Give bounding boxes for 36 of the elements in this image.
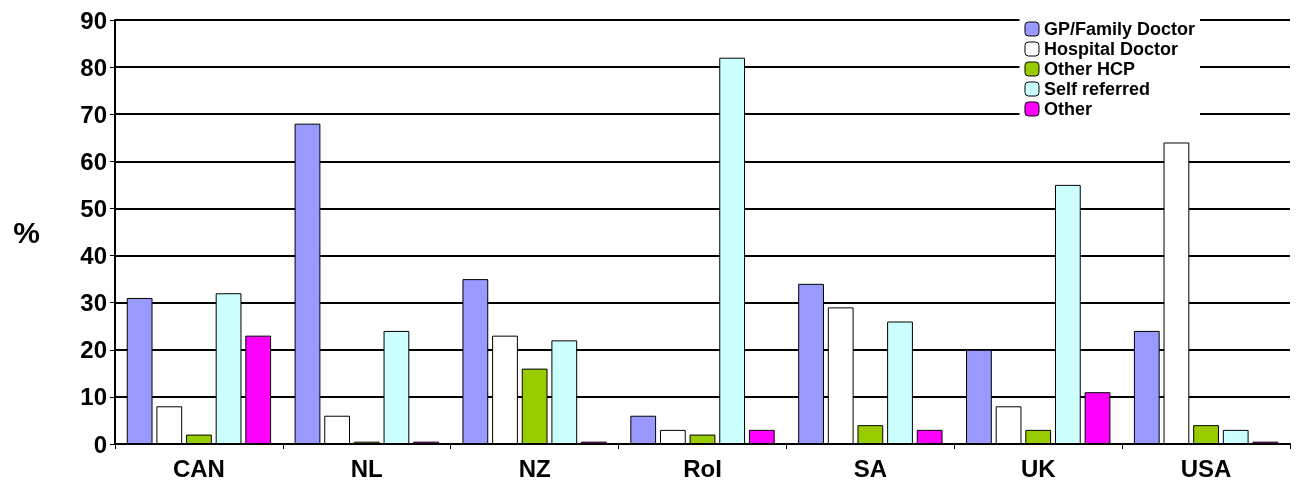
y-tick-label: 50 — [80, 194, 107, 222]
bar — [1193, 425, 1219, 444]
bar — [995, 406, 1022, 444]
y-tick-label: 40 — [80, 242, 107, 270]
legend-label: Self referred — [1043, 79, 1151, 99]
legend-label: Hospital Doctor — [1043, 39, 1178, 59]
y-axis-title: % — [13, 215, 40, 249]
bar — [186, 434, 212, 444]
legend-label: Other HCP — [1043, 59, 1135, 79]
y-tick-label: 0 — [93, 430, 107, 458]
bar — [748, 429, 775, 444]
x-tick-label: NL — [350, 454, 383, 482]
y-tick-label: 70 — [80, 100, 107, 128]
bar — [916, 429, 943, 444]
y-tick-label: 90 — [80, 6, 107, 34]
x-tick-label: RoI — [683, 454, 722, 482]
legend-label: GP/Family Doctor — [1043, 19, 1195, 39]
x-tick-label: NZ — [518, 454, 551, 482]
bar — [659, 429, 686, 444]
y-tick-label: 20 — [80, 336, 107, 364]
y-tick-label: 30 — [80, 289, 107, 317]
bar — [324, 415, 351, 444]
bar — [1222, 429, 1249, 444]
bar — [857, 425, 884, 444]
y-tick-label: 10 — [80, 383, 107, 411]
y-tick-label: 80 — [80, 53, 107, 81]
legend-label: Other — [1043, 99, 1092, 119]
x-tick-label: CAN — [172, 454, 225, 482]
x-tick-label: UK — [1020, 454, 1057, 482]
x-tick-label: USA — [1180, 454, 1232, 482]
x-tick-label: SA — [853, 454, 888, 482]
bar — [1025, 429, 1052, 444]
y-tick-label: 60 — [80, 147, 107, 175]
bar — [689, 434, 716, 444]
bar — [630, 415, 657, 444]
bar — [156, 406, 183, 444]
